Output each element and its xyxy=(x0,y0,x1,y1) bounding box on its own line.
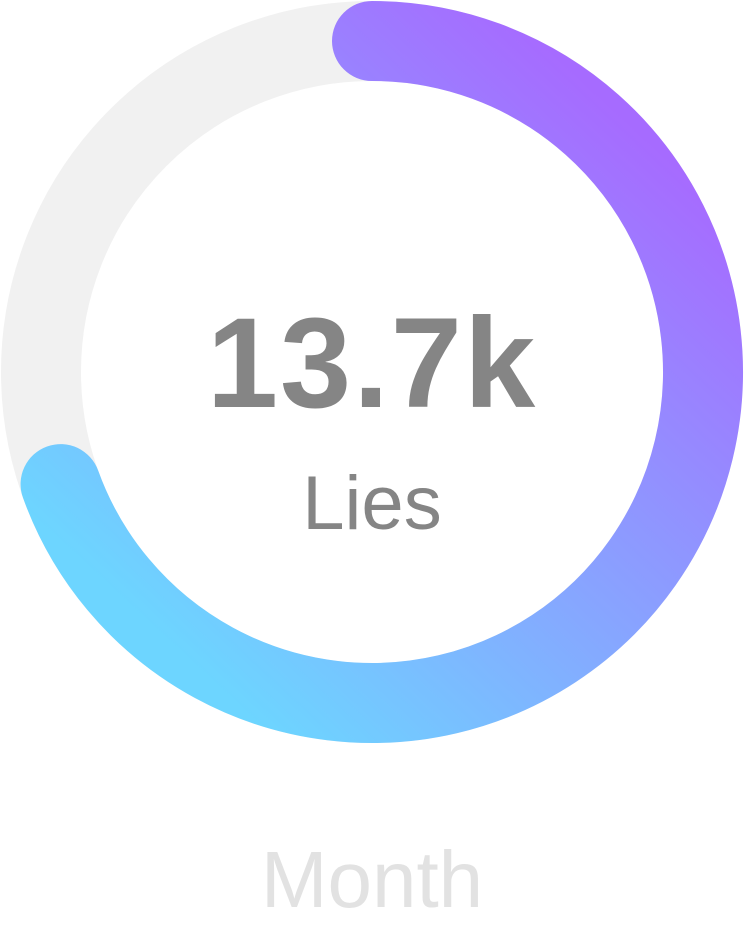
ring-center-label: 13.7k Lies xyxy=(206,292,538,546)
ring-progress-arc xyxy=(20,1,743,743)
progress-ring-widget: 13.7k Lies xyxy=(1,1,743,743)
unit-label: Lies xyxy=(302,461,442,546)
period-selector[interactable]: Month xyxy=(260,835,484,924)
progress-ring xyxy=(1,1,743,743)
total-value: 13.7k xyxy=(206,292,538,435)
